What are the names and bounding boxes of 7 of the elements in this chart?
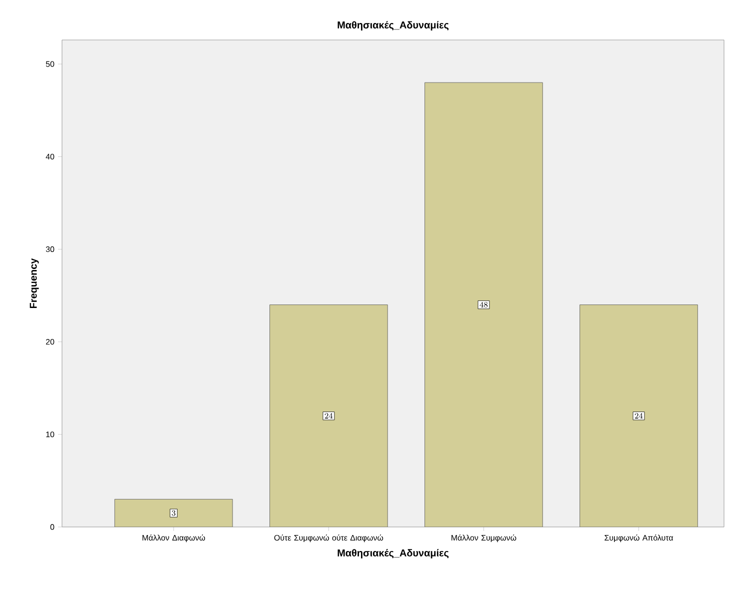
bar [270, 304, 388, 527]
chart-title: Μαθησιακές_Αδυναμίες [338, 21, 449, 30]
bar [580, 304, 698, 527]
y-axis-title: Frequency [30, 258, 39, 308]
bar [424, 82, 543, 527]
bar [114, 499, 233, 527]
x-axis-title: Μαθησιακές_Αδυναμίες [338, 548, 449, 558]
